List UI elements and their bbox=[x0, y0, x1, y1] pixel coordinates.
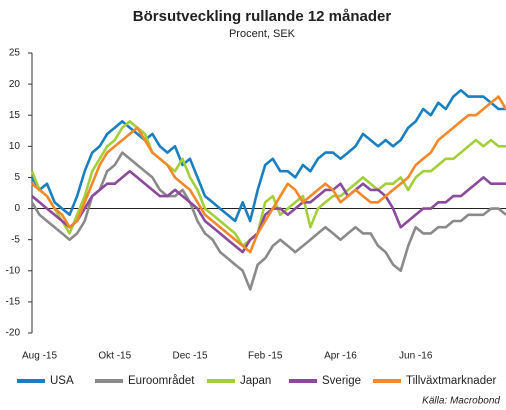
y-tick-label: 25 bbox=[9, 48, 21, 59]
legend-label: Tillväxtmarknader bbox=[406, 375, 496, 387]
series-line bbox=[30, 151, 506, 291]
series-line bbox=[30, 89, 506, 223]
legend-label: Sverige bbox=[322, 375, 361, 387]
series-line bbox=[31, 169, 506, 254]
y-tick-label: 15 bbox=[9, 110, 21, 121]
x-tick-label: Apr -16 bbox=[324, 351, 357, 362]
series-line bbox=[31, 95, 506, 254]
x-tick-label: Okt -15 bbox=[98, 351, 131, 362]
y-tick-label: -10 bbox=[6, 265, 21, 276]
y-tick-label: 20 bbox=[9, 79, 21, 90]
legend-label: Euroområdet bbox=[128, 375, 195, 387]
y-tick-label: -5 bbox=[11, 234, 20, 245]
chart-subtitle: Procent, SEK bbox=[229, 28, 296, 40]
chart-title: Börsutveckling rullande 12 månader bbox=[133, 8, 392, 25]
x-tick-label: Feb -15 bbox=[248, 351, 283, 362]
x-tick-label: Dec -15 bbox=[172, 351, 207, 362]
legend-label: USA bbox=[50, 375, 74, 387]
y-tick-label: 0 bbox=[14, 203, 20, 214]
y-tick-label: -15 bbox=[6, 297, 21, 308]
y-tick-label: 5 bbox=[14, 172, 20, 183]
x-tick-label: Aug -15 bbox=[22, 351, 57, 362]
source: Källa: Macrobond bbox=[422, 396, 500, 407]
y-tick-label: -20 bbox=[6, 328, 21, 339]
x-tick-label: Jun -16 bbox=[399, 351, 433, 362]
series-line bbox=[30, 120, 506, 248]
legend-label: Japan bbox=[240, 375, 271, 387]
y-tick-label: 10 bbox=[9, 141, 21, 152]
